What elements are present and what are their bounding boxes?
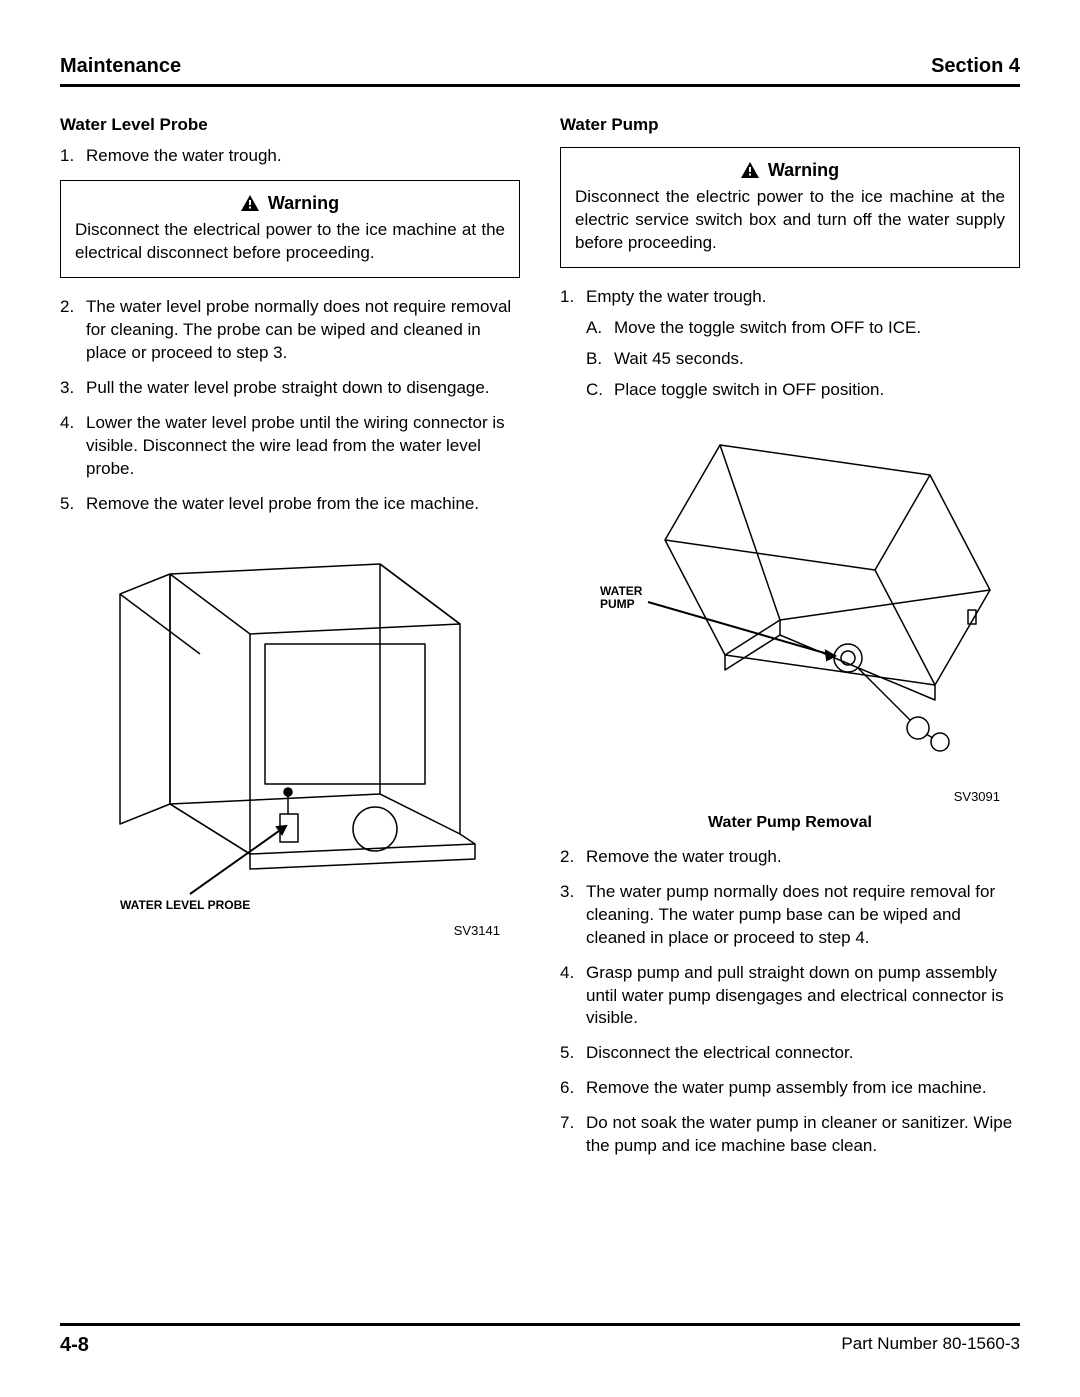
right-step-1: Empty the water trough. Move the toggle … [560,286,1020,402]
right-step-4: Grasp pump and pull straight down on pum… [560,962,1020,1031]
warning-icon [741,160,768,180]
right-warning-head: Warning [575,158,1005,182]
part-number: Part Number 80-1560-3 [841,1334,1020,1357]
left-step-5: Remove the water level probe from the ic… [60,493,520,516]
left-warning-head: Warning [75,191,505,215]
left-step-1: Remove the water trough. [60,145,520,168]
right-step-1c: Place toggle switch in OFF position. [586,379,1020,402]
right-fig-label-2: PUMP [600,597,635,611]
right-step-7: Do not soak the water pump in cleaner or… [560,1112,1020,1158]
page-number: 4-8 [60,1334,89,1357]
left-column: Water Level Probe Remove the water troug… [60,115,520,1170]
right-caption: Water Pump Removal [560,814,1020,832]
right-steps-a: Empty the water trough. Move the toggle … [560,286,1020,402]
left-step-3: Pull the water level probe straight down… [60,377,520,400]
right-title: Water Pump [560,115,1020,135]
left-warning-text: Disconnect the electrical power to the i… [75,219,505,265]
left-warning-box: Warning Disconnect the electrical power … [60,180,520,278]
content-columns: Water Level Probe Remove the water troug… [60,115,1020,1170]
page-header: Maintenance Section 4 [60,55,1020,87]
header-right: Section 4 [931,55,1020,78]
left-steps: Remove the water trough. [60,145,520,168]
right-step-1-text: Empty the water trough. [586,287,766,306]
right-figure: WATER PUMP SV3091 [560,420,1020,804]
right-substeps: Move the toggle switch from OFF to ICE. … [586,317,1020,402]
right-steps-b: Remove the water trough. The water pump … [560,846,1020,1158]
right-step-2: Remove the water trough. [560,846,1020,869]
right-step-1b: Wait 45 seconds. [586,348,1020,371]
right-warning-title: Warning [768,160,839,180]
left-fig-label: WATER LEVEL PROBE [120,898,250,912]
right-fig-code: SV3091 [560,789,1020,804]
left-fig-code: SV3141 [60,923,520,938]
left-figure: WATER LEVEL PROBE SV3141 [60,534,520,938]
header-left: Maintenance [60,55,181,78]
right-step-1a: Move the toggle switch from OFF to ICE. [586,317,1020,340]
water-pump-diagram: WATER PUMP [570,420,1010,780]
water-level-probe-diagram: WATER LEVEL PROBE [80,534,500,914]
warning-icon [241,193,268,213]
left-step-4: Lower the water level probe until the wi… [60,412,520,481]
left-title: Water Level Probe [60,115,520,135]
right-column: Water Pump Warning Disconnect the electr… [560,115,1020,1170]
left-step-2: The water level probe normally does not … [60,296,520,365]
right-warning-box: Warning Disconnect the electric power to… [560,147,1020,268]
right-step-3: The water pump normally does not require… [560,881,1020,950]
left-steps-cont: The water level probe normally does not … [60,296,520,516]
left-warning-title: Warning [268,193,339,213]
right-warning-text: Disconnect the electric power to the ice… [575,186,1005,255]
right-fig-label-1: WATER [600,584,643,598]
right-step-6: Remove the water pump assembly from ice … [560,1077,1020,1100]
page-footer: 4-8 Part Number 80-1560-3 [60,1323,1020,1357]
right-step-5: Disconnect the electrical connector. [560,1042,1020,1065]
